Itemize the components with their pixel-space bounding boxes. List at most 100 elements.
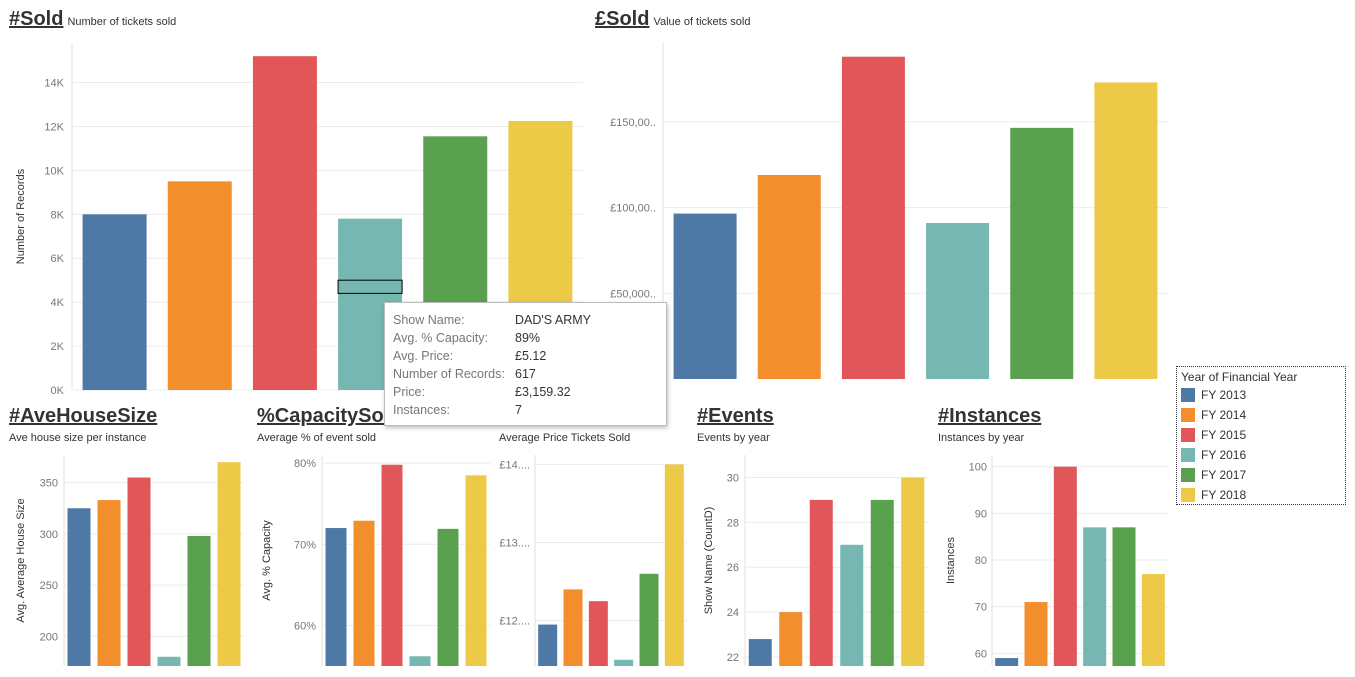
bar-fy-2015[interactable] — [588, 601, 608, 666]
bar-fy-2017[interactable] — [187, 535, 211, 666]
y-tick-label: 90 — [975, 508, 987, 520]
house-bar-chart[interactable]: 200 250 300 350 Avg. Average House Size — [0, 452, 248, 677]
bar-fy-2015[interactable] — [809, 499, 833, 666]
tooltip-key: Avg. % Capacity: — [393, 331, 488, 345]
y-axis-label: Instances — [945, 536, 957, 584]
legend-item[interactable]: FY 2013 — [1181, 387, 1246, 403]
bar-fy-2017[interactable] — [639, 573, 659, 666]
bar-fy-2018[interactable] — [664, 464, 684, 666]
bar-fy-2018[interactable] — [465, 475, 487, 666]
house-title: #AveHouseSize — [9, 405, 158, 427]
y-tick-label: 70% — [294, 539, 316, 551]
sold-chart-title: #Sold Number of tickets sold — [9, 8, 176, 31]
bar-fy-2014[interactable] — [167, 181, 232, 390]
instances-chart-title: #Instances — [938, 405, 1041, 428]
y-tick-label: 70 — [975, 602, 987, 614]
value-subtitle: Value of tickets sold — [653, 16, 751, 28]
capacity-chart-title: %CapacitySold — [257, 405, 401, 428]
y-axis-label: Avg. Average House Size — [15, 498, 27, 622]
value-title: £Sold — [595, 8, 650, 30]
bar-fy-2015[interactable] — [127, 477, 151, 666]
legend-label: FY 2015 — [1201, 428, 1247, 442]
legend-label: FY 2014 — [1201, 408, 1247, 422]
bar-fy-2018[interactable] — [217, 462, 241, 666]
legend-item[interactable]: FY 2015 — [1181, 427, 1246, 443]
tooltip-key: Show Name: — [393, 313, 465, 327]
bar-fy-2016[interactable] — [840, 544, 864, 666]
instances-bar-chart[interactable]: 60 70 80 90 100 Instances — [932, 452, 1172, 677]
bar-fy-2018[interactable] — [1141, 574, 1165, 666]
tooltip-key: Instances: — [393, 403, 450, 417]
bar-fy-2013[interactable] — [325, 528, 347, 666]
tooltip-value: 7 — [515, 403, 522, 417]
y-tick-label: 12K — [44, 121, 64, 133]
bar-fy-2018[interactable] — [901, 477, 925, 666]
house-chart-title: #AveHouseSize — [9, 405, 157, 428]
bar-fy-2017[interactable] — [1112, 527, 1136, 666]
bar-fy-2014[interactable] — [563, 589, 583, 666]
value-bar-chart[interactable]: £50,000.. £100,00.. £150,00.. — [590, 38, 1175, 388]
y-tick-label: 6K — [51, 253, 65, 265]
sold-bar-chart[interactable]: 0K 2K 4K 6K 8K 10K 12K 14K Number of Records — [0, 38, 590, 398]
year-legend[interactable]: Year of Financial Year FY 2013 FY 2014 FY … — [1176, 366, 1346, 505]
legend-swatch — [1181, 408, 1195, 422]
tooltip-value: 617 — [515, 367, 536, 381]
y-tick-label: £100,00.. — [610, 203, 656, 215]
bar-fy-2016[interactable] — [1083, 527, 1107, 666]
bar-fy-2014[interactable] — [779, 612, 803, 666]
price-bar-chart[interactable]: £12.... £13.... £14.... — [492, 452, 690, 677]
bar-fy-2014[interactable] — [353, 520, 375, 666]
tooltip: Show Name: DAD'S ARMY Avg. % Capacity: 89% A… — [384, 302, 667, 426]
capacity-title: %CapacitySold — [257, 405, 402, 427]
bar-fy-2013[interactable] — [748, 639, 772, 666]
bar-fy-2016[interactable] — [614, 659, 634, 666]
bar-fy-2015[interactable] — [381, 464, 403, 666]
bar-fy-2017[interactable] — [870, 499, 894, 666]
bar-fy-2014[interactable] — [1024, 602, 1048, 666]
bar-fy-2015[interactable] — [252, 56, 317, 390]
capacity-bar-chart[interactable]: 60% 70% 80% Avg. % Capacity — [248, 452, 492, 677]
bar-fy-2013[interactable] — [673, 213, 737, 379]
y-tick-label: 250 — [40, 580, 58, 592]
bar-fy-2015[interactable] — [1053, 466, 1077, 666]
bar-fy-2013[interactable] — [995, 658, 1019, 666]
bar-fy-2018[interactable] — [1094, 82, 1158, 379]
y-tick-label: £150,00.. — [610, 117, 656, 129]
legend-item[interactable]: FY 2018 — [1181, 487, 1246, 503]
events-bar-chart[interactable]: 22 24 26 28 30 Show Name (CountD) — [690, 452, 932, 677]
y-tick-label: 24 — [727, 607, 739, 619]
bar-fy-2016[interactable] — [157, 656, 181, 666]
y-tick-label: 200 — [40, 631, 58, 643]
bar-fy-2013[interactable] — [67, 508, 91, 666]
bar-fy-2013[interactable] — [82, 214, 147, 390]
events-chart-title: #Events — [697, 405, 774, 428]
y-tick-label: 10K — [44, 165, 64, 177]
bar-fy-2013[interactable] — [538, 624, 558, 666]
instances-title: #Instances — [938, 405, 1042, 427]
y-tick-label: 30 — [727, 472, 739, 484]
bar-fy-2016[interactable] — [409, 656, 431, 666]
legend-item[interactable]: FY 2014 — [1181, 407, 1246, 423]
bar-fy-2015[interactable] — [841, 56, 905, 379]
hover-highlight — [337, 279, 403, 294]
legend-swatch — [1181, 468, 1195, 482]
y-tick-label: 22 — [727, 652, 739, 664]
legend-item[interactable]: FY 2017 — [1181, 467, 1246, 483]
legend-label: FY 2018 — [1201, 488, 1247, 502]
legend-item[interactable]: FY 2016 — [1181, 447, 1246, 463]
y-tick-label: 0K — [51, 385, 65, 397]
y-tick-label: £50,000.. — [610, 288, 656, 300]
bar-fy-2016[interactable] — [926, 223, 990, 379]
events-subtitle: Events by year — [697, 432, 770, 444]
y-tick-label: 28 — [727, 517, 739, 529]
bar-fy-2017[interactable] — [437, 528, 459, 666]
bar-fy-2014[interactable] — [97, 500, 121, 666]
legend-label: FY 2017 — [1201, 468, 1247, 482]
bar-fy-2014[interactable] — [757, 175, 821, 379]
y-tick-label: 100 — [969, 462, 987, 474]
bar-fy-2017[interactable] — [1010, 127, 1074, 379]
house-subtitle: Ave house size per instance — [9, 432, 147, 444]
y-tick-label: £12.... — [499, 616, 530, 628]
tooltip-value: £3,159.32 — [515, 385, 571, 399]
sold-subtitle: Number of tickets sold — [67, 16, 177, 28]
